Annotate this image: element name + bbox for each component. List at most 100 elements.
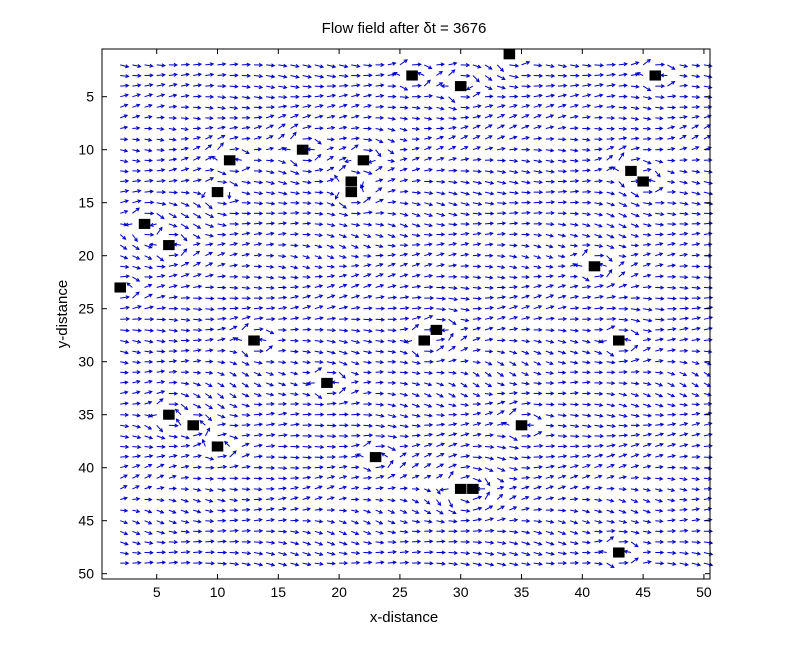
flow-arrow bbox=[642, 442, 652, 447]
flow-arrow bbox=[217, 106, 227, 111]
obstacle-block bbox=[163, 409, 175, 420]
flow-arrow bbox=[314, 561, 324, 566]
flow-arrow bbox=[302, 507, 311, 512]
flow-arrow bbox=[278, 466, 288, 471]
flow-arrow bbox=[193, 465, 203, 470]
flow-arrow bbox=[424, 393, 432, 398]
flow-arrow bbox=[205, 135, 213, 140]
flow-arrow bbox=[351, 423, 361, 428]
flow-arrow bbox=[265, 124, 275, 129]
flow-arrow bbox=[570, 464, 579, 469]
flow-arrow bbox=[606, 212, 615, 218]
flow-arrow bbox=[387, 252, 397, 258]
flow-arrow bbox=[253, 296, 264, 301]
flow-arrow bbox=[460, 286, 470, 291]
flow-arrow bbox=[509, 135, 518, 140]
flow-arrow bbox=[521, 530, 531, 535]
flow-arrow bbox=[484, 316, 494, 321]
flow-arrow bbox=[423, 79, 431, 87]
flow-arrow bbox=[509, 305, 519, 310]
flow-arrow bbox=[448, 550, 459, 555]
flow-arrow bbox=[509, 147, 519, 152]
flow-arrow bbox=[497, 326, 506, 331]
flow-arrow bbox=[436, 252, 445, 257]
flow-arrow bbox=[253, 316, 264, 321]
flow-arrow bbox=[655, 561, 665, 566]
flow-arrow bbox=[472, 146, 482, 151]
flow-arrow bbox=[545, 496, 555, 501]
flow-arrow bbox=[229, 181, 239, 187]
flow-arrow bbox=[387, 498, 396, 503]
flow-arrow bbox=[448, 242, 458, 247]
flow-arrow bbox=[509, 94, 519, 99]
flow-arrow bbox=[521, 294, 531, 299]
flow-arrow bbox=[582, 424, 592, 429]
flow-arrow bbox=[120, 424, 130, 429]
flow-arrow bbox=[326, 244, 335, 249]
flow-arrow bbox=[545, 200, 556, 205]
flow-arrow bbox=[484, 75, 493, 81]
flow-arrow bbox=[351, 211, 362, 216]
flow-arrow bbox=[655, 116, 664, 121]
flow-arrow bbox=[326, 294, 336, 299]
flow-arrow bbox=[509, 84, 519, 90]
flow-arrow bbox=[582, 550, 591, 555]
flow-arrow bbox=[326, 255, 335, 260]
flow-arrow bbox=[314, 402, 325, 407]
flow-arrow bbox=[229, 62, 239, 67]
flow-arrow bbox=[411, 371, 421, 376]
flow-arrow bbox=[655, 432, 665, 437]
flow-arrow bbox=[253, 135, 263, 140]
flow-arrow bbox=[227, 192, 232, 200]
flow-arrow bbox=[132, 103, 141, 108]
flow-arrow bbox=[594, 72, 605, 78]
flow-arrow bbox=[570, 434, 580, 439]
flow-arrow bbox=[557, 233, 567, 238]
flow-arrow bbox=[497, 94, 507, 99]
flow-arrow bbox=[667, 422, 677, 427]
flow-arrow bbox=[630, 475, 640, 480]
flow-arrow bbox=[132, 424, 142, 429]
flow-arrow bbox=[399, 147, 408, 152]
flow-arrow bbox=[302, 496, 311, 501]
flow-arrow bbox=[241, 551, 252, 556]
flow-arrow bbox=[582, 83, 592, 88]
flow-arrow bbox=[266, 85, 276, 90]
flow-arrow bbox=[484, 242, 494, 247]
flow-arrow bbox=[436, 156, 445, 161]
flow-arrow bbox=[217, 539, 227, 544]
flow-arrow bbox=[375, 424, 386, 429]
flow-arrow bbox=[448, 274, 458, 279]
flow-arrow bbox=[484, 382, 493, 387]
flow-arrow bbox=[509, 506, 518, 511]
flow-arrow bbox=[460, 371, 469, 376]
flow-arrow bbox=[387, 138, 396, 143]
flow-arrow bbox=[217, 201, 228, 206]
flow-arrow bbox=[424, 179, 434, 184]
flow-arrow bbox=[412, 126, 421, 131]
flow-arrow bbox=[484, 411, 494, 416]
flow-arrow bbox=[180, 127, 190, 132]
flow-arrow bbox=[606, 350, 615, 357]
flow-arrow bbox=[411, 509, 420, 514]
flow-arrow bbox=[229, 315, 239, 320]
flow-arrow bbox=[314, 360, 324, 365]
flow-arrow bbox=[278, 285, 287, 290]
flow-arrow bbox=[399, 178, 409, 183]
flow-arrow bbox=[570, 189, 580, 194]
flow-arrow bbox=[217, 476, 227, 481]
flow-arrow bbox=[253, 551, 264, 556]
flow-arrow bbox=[582, 63, 592, 68]
flow-arrow bbox=[205, 285, 215, 290]
flow-arrow bbox=[290, 123, 299, 129]
flow-arrow bbox=[387, 223, 397, 228]
flow-arrow bbox=[606, 283, 616, 288]
flow-arrow bbox=[594, 561, 604, 566]
flow-arrow bbox=[667, 80, 676, 87]
flow-arrow bbox=[241, 200, 252, 205]
flow-arrow bbox=[606, 72, 616, 77]
flow-arrow bbox=[545, 328, 555, 333]
flow-arrow bbox=[448, 263, 458, 268]
flow-arrow bbox=[399, 316, 410, 321]
flow-arrow bbox=[193, 498, 202, 503]
